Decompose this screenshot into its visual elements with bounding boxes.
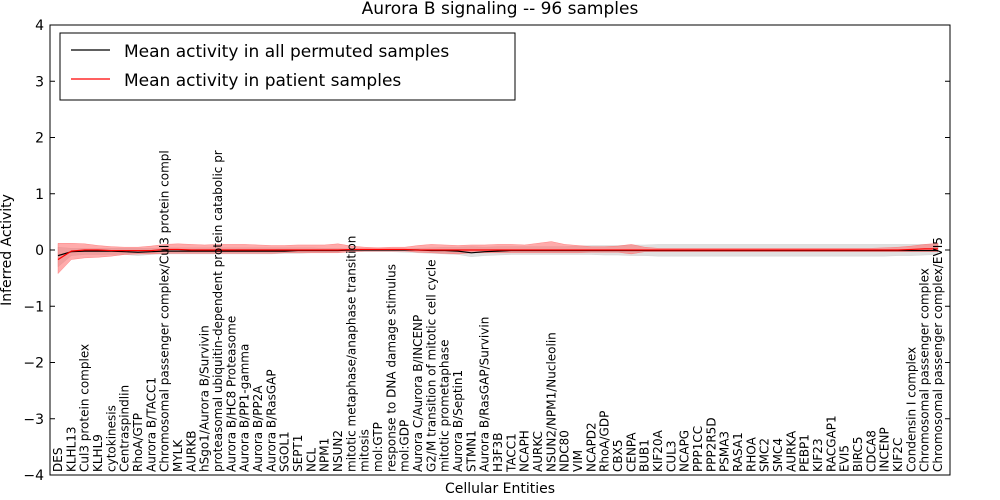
- x-tick-label: mol:GTP: [371, 422, 385, 472]
- x-tick-label: NSUN2/NPM1/Nucleolin: [544, 332, 558, 472]
- x-axis-label: Cellular Entities: [445, 481, 555, 497]
- x-tick-label: SEPT1: [291, 435, 305, 472]
- x-tick-label: Centraspindlin: [118, 385, 132, 472]
- x-tick-label: VIM: [571, 450, 585, 472]
- x-tick-label: Aurora B/TACC1: [144, 377, 158, 472]
- x-tick-label: mitotic metaphase/anaphase transition: [344, 236, 358, 472]
- x-tick-label: hSgo1/Aurora B/Survivin: [198, 325, 212, 472]
- y-tick-label: 3: [35, 74, 44, 90]
- y-axis-label: Inferred Activity: [0, 194, 15, 306]
- x-tick-label: Chromosomal passenger complex/EVI5: [931, 237, 945, 472]
- x-tick-label: AURKC: [531, 431, 545, 472]
- x-tick-label: KIF2C: [891, 438, 905, 472]
- x-tick-label: Chromosomal passenger complex: [918, 268, 932, 472]
- x-tick-label: EVI5: [838, 445, 852, 472]
- y-tick-label: −3: [23, 412, 44, 428]
- y-tick-label: −2: [23, 356, 44, 372]
- x-tick-label: CUL3: [664, 441, 678, 472]
- x-tick-label: CBX5: [611, 440, 625, 472]
- x-tick-label: NCL: [304, 448, 318, 472]
- x-tick-label: DES: [51, 448, 65, 472]
- x-tick-label: SMC4: [771, 438, 785, 472]
- x-tick-label: PPP2R5D: [704, 417, 718, 472]
- x-tick-label: PEBP1: [798, 434, 812, 472]
- x-tick-label: response to DNA damage stimulus: [384, 264, 398, 472]
- y-tick-label: −4: [23, 468, 44, 484]
- x-tick-label: MYLK: [171, 439, 185, 472]
- x-tick-label: INCENP: [878, 427, 892, 472]
- legend-box: [59, 32, 516, 101]
- x-tick-label: TACC1: [504, 433, 518, 473]
- x-tick-label: Condensin I complex: [904, 347, 918, 472]
- x-tick-label: BIRC5: [851, 436, 865, 472]
- x-tick-label: mitotic prometaphase: [438, 340, 452, 473]
- x-tick-label: SMC2: [758, 438, 772, 472]
- x-tick-label: CENPA: [624, 432, 638, 472]
- x-tick-label: BUB1: [638, 439, 652, 472]
- y-axis: −4 −3 −2 −1 0 1 2 3 4: [23, 18, 950, 484]
- x-tick-label: KIF20A: [651, 429, 665, 472]
- x-tick-label: AURKB: [184, 431, 198, 472]
- y-tick-label: 4: [35, 18, 44, 34]
- legend-label-permuted: Mean activity in all permuted samples: [124, 42, 449, 62]
- x-tick-label: mol:GDP: [398, 420, 412, 472]
- x-tick-label: Aurora C/Aurora B/INCENP: [411, 315, 425, 472]
- x-tick-label: NCAPD2: [584, 422, 598, 472]
- y-tick-label: 0: [35, 243, 44, 259]
- x-tick-label: STMN1: [464, 430, 478, 472]
- x-tick-label: KLHL13: [64, 426, 78, 472]
- x-tick-label: Aurora B/HC8 Proteasome: [224, 316, 238, 472]
- y-tick-label: −1: [23, 299, 44, 315]
- x-tick-label: proteasomal ubiquitin-dependent protein …: [211, 150, 225, 472]
- x-tick-label: SGOL1: [278, 431, 292, 472]
- x-tick-label: RhoA/GDP: [598, 411, 612, 472]
- x-tick-label: cytokinesis: [104, 405, 118, 472]
- x-tick-label: Aurora B/Septin1: [451, 370, 465, 472]
- x-tick-label: KLHL9: [91, 434, 105, 472]
- x-tick-label: Aurora B/RasGAP: [264, 369, 278, 472]
- x-tick-label: H3F3B: [491, 433, 505, 472]
- x-tick-label: G2/M transition of mitotic cell cycle: [424, 259, 438, 472]
- x-tick-label: NCAPG: [678, 430, 692, 472]
- x-tick-label: RhoA/GTP: [131, 413, 145, 472]
- legend-label-patient: Mean activity in patient samples: [124, 71, 401, 91]
- x-tick-label: Aurora B/RasGAP/Survivin: [478, 317, 492, 472]
- chart-title: Aurora B signaling -- 96 samples: [362, 0, 639, 19]
- y-tick-label: 2: [35, 131, 44, 147]
- x-tick-label: KIF23: [811, 438, 825, 472]
- x-tick-label: PPP1CC: [691, 426, 705, 472]
- legend: Mean activity in all permuted samples Me…: [59, 32, 516, 101]
- x-tick-labels: DES KLHL13 Cul3 protein complex KLHL9 cytoki…: [51, 150, 945, 473]
- x-tick-label: Cul3 protein complex: [78, 344, 92, 472]
- x-tick-label: NDC80: [558, 430, 572, 472]
- x-tick-label: AURKA: [784, 430, 798, 472]
- x-tick-label: RASA1: [731, 432, 745, 472]
- x-tick-label: RHOA: [744, 436, 758, 472]
- y-tick-label: 1: [35, 187, 44, 203]
- series-line-1: [57, 248, 938, 261]
- x-tick-label: NPM1: [318, 438, 332, 472]
- x-tick-label: Aurora B/PP1-gamma: [238, 344, 252, 472]
- x-tick-label: NCAPH: [518, 430, 532, 472]
- x-tick-label: CDCA8: [864, 430, 878, 472]
- x-tick-label: mitosis: [358, 429, 372, 472]
- x-tick-label: Aurora B/PP2A: [251, 385, 265, 472]
- series-lines: [57, 248, 938, 261]
- x-tick-label: PSMA3: [718, 431, 732, 472]
- x-tick-label: Chromosomal passenger complex/Cul3 prote…: [158, 150, 172, 472]
- x-tick-label: NSUN2: [331, 430, 345, 472]
- x-tick-label: RACGAP1: [824, 415, 838, 472]
